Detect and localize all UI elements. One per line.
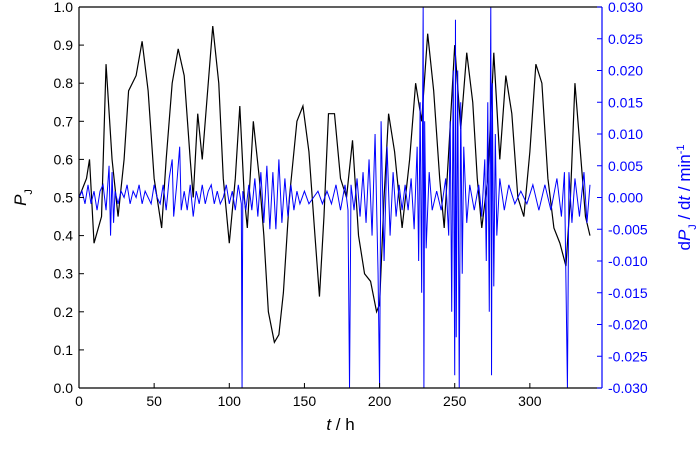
y-tick-label: 0.9 — [54, 37, 74, 53]
x-tick-label: 250 — [443, 393, 467, 409]
y2-tick-label: -0.025 — [608, 348, 648, 364]
label-part: t — [675, 195, 694, 201]
label-part: / d — [675, 201, 694, 225]
x-tick-label: 300 — [518, 393, 542, 409]
x-tick-label: 200 — [368, 393, 392, 409]
y-label: PJ — [11, 189, 35, 206]
y2-tick-label: 0.015 — [608, 94, 643, 110]
y2-tick-label: 0.005 — [608, 158, 643, 174]
data-line — [79, 25, 591, 344]
y2-tick-label: -0.015 — [608, 285, 648, 301]
label-part: t — [326, 415, 332, 434]
y-tick-label: 0.0 — [54, 380, 74, 396]
data-line — [79, 7, 591, 388]
y2-label: dPJ / dt / min-1 — [675, 144, 699, 250]
y-tick-label: 0.1 — [54, 342, 74, 358]
y2-tick-label: -0.010 — [608, 253, 648, 269]
label-part: P — [675, 229, 694, 241]
y2-tick-label: -0.020 — [608, 317, 648, 333]
y-tick-label: 0.2 — [54, 304, 74, 320]
y2-tick-label: 0.000 — [608, 190, 643, 206]
y2-tick-label: 0.020 — [608, 63, 643, 79]
label-part: J — [23, 189, 35, 195]
label-part: / h — [331, 415, 355, 434]
y2-tick-label: 0.030 — [608, 0, 643, 15]
y-tick-label: 0.6 — [54, 151, 74, 167]
label-part: J — [687, 224, 699, 230]
y-tick-label: 0.5 — [54, 190, 74, 206]
label-part: P — [11, 194, 30, 206]
y-tick-label: 0.4 — [54, 228, 74, 244]
x-tick-label: 150 — [293, 393, 317, 409]
x-tick-label: 100 — [218, 393, 242, 409]
y-tick-label: 0.7 — [54, 113, 74, 129]
y2-tick-label: 0.010 — [608, 126, 643, 142]
label-part: / min — [675, 154, 694, 196]
x-tick-label: 50 — [146, 393, 162, 409]
label-part: -1 — [675, 144, 687, 154]
y-tick-label: 0.3 — [54, 266, 74, 282]
y2-tick-label: 0.025 — [608, 31, 643, 47]
y-tick-label: 0.8 — [54, 75, 74, 91]
y2-tick-label: -0.030 — [608, 380, 648, 396]
x-label: t / h — [326, 415, 354, 434]
label-part: d — [675, 241, 694, 250]
y2-tick-label: -0.005 — [608, 221, 648, 237]
y-tick-label: 1.0 — [54, 0, 74, 15]
x-tick-label: 0 — [75, 393, 83, 409]
